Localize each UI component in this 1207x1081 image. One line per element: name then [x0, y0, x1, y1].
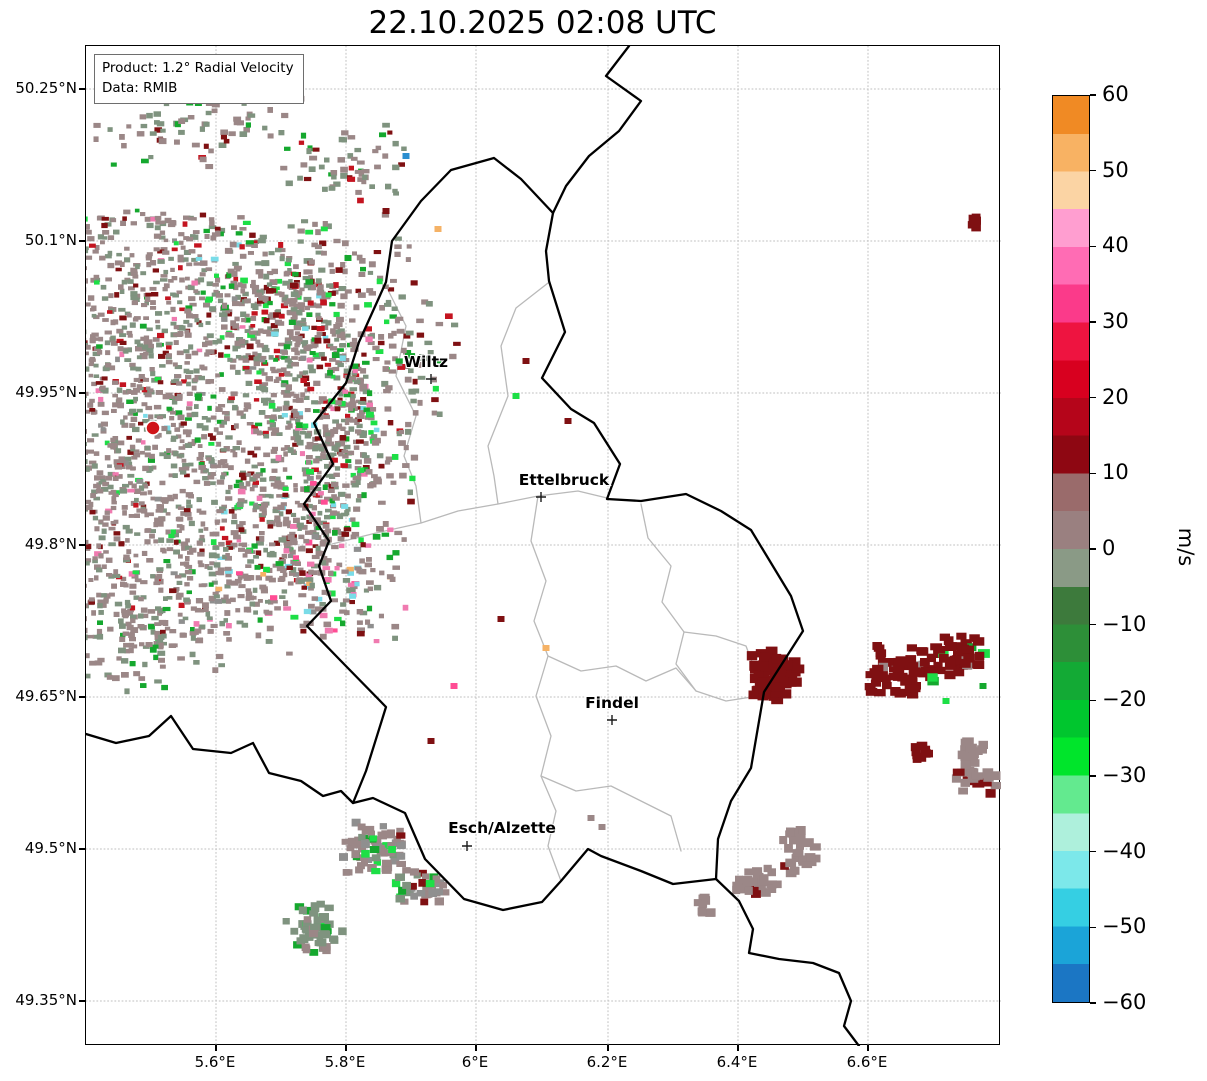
canton-borders — [331, 282, 762, 882]
colorbar-tick-label: 40 — [1102, 233, 1129, 258]
city-marker — [607, 715, 617, 725]
colorbar-tick-label: −30 — [1102, 763, 1147, 787]
y-tick-mark — [79, 1000, 85, 1002]
x-tick-mark — [867, 1045, 869, 1051]
city-marker — [536, 492, 546, 502]
city-label: Wiltz — [404, 353, 448, 371]
y-tick-label: 50.25°N — [15, 79, 77, 97]
radar-site-dot — [145, 420, 161, 436]
colorbar-unit-label: m/s — [1174, 527, 1198, 567]
x-tick-mark — [737, 1045, 739, 1051]
colorbar-tick-label: 0 — [1102, 536, 1116, 560]
colorbar-tick-label: 30 — [1102, 309, 1129, 333]
colorbar-tick-mark — [1090, 169, 1096, 172]
colorbar-tick-label: −10 — [1102, 611, 1147, 636]
y-tick-label: 49.95°N — [15, 383, 77, 401]
colorbar-tick-mark — [1090, 699, 1096, 702]
colorbar-tick-label: 60 — [1102, 82, 1129, 106]
x-tick-label: 5.6°E — [194, 1053, 236, 1071]
colorbar-tick-label: −40 — [1102, 838, 1147, 863]
colorbar-tick-mark — [1090, 623, 1096, 626]
colorbar-tick-label: 10 — [1102, 460, 1129, 485]
product-label: Product: 1.2° Radial Velocity — [102, 60, 294, 76]
y-tick-mark — [79, 848, 85, 850]
belgium-germany-border — [551, 46, 643, 215]
y-tick-mark — [79, 392, 85, 394]
y-tick-label: 49.5°N — [24, 839, 77, 857]
x-tick-label: 6.2°E — [586, 1053, 628, 1071]
x-tick-label: 5.8°E — [324, 1053, 366, 1071]
x-tick-label: 6.6°E — [846, 1053, 888, 1071]
y-tick-label: 49.8°N — [24, 535, 77, 553]
colorbar-tick-label: 50 — [1102, 157, 1129, 182]
y-tick-mark — [79, 544, 85, 546]
x-tick-mark — [475, 1045, 477, 1051]
colorbar-tick-mark — [1090, 775, 1096, 777]
colorbar-tick-mark — [1090, 245, 1096, 248]
belgium-france-border — [86, 714, 355, 805]
product-info-box: Product: 1.2° Radial Velocity Data: RMIB — [94, 54, 304, 104]
france-germany-border — [714, 877, 861, 1046]
x-tick-label: 6°E — [461, 1053, 489, 1071]
data-source-label: Data: RMIB — [102, 80, 178, 97]
radar-map-svg: Wiltz Ettelbruck Findel Esch/Alzette — [86, 46, 1001, 1046]
colorbar-tick-mark — [1090, 850, 1096, 853]
city-marker — [462, 841, 472, 851]
colorbar-tick-label: −60 — [1102, 990, 1147, 1014]
figure-title: 22.10.2025 02:08 UTC — [368, 5, 717, 41]
y-tick-mark — [79, 696, 85, 698]
colorbar-tick-mark — [1090, 472, 1096, 475]
city-markers: Wiltz Ettelbruck Findel Esch/Alzette — [403, 352, 640, 851]
colorbar-tick-label: −50 — [1102, 914, 1147, 939]
colorbar-tick-label: 20 — [1102, 384, 1129, 409]
colorbar-tick-mark — [1090, 321, 1096, 323]
luxembourg-border — [302, 156, 805, 912]
colorbar — [1052, 95, 1090, 1003]
y-tick-label: 49.65°N — [15, 687, 77, 705]
colorbar-tick-label: −20 — [1102, 687, 1147, 712]
y-tick-label: 50.1°N — [24, 231, 77, 249]
x-tick-mark — [345, 1045, 347, 1051]
colorbar-tick-mark — [1090, 396, 1096, 399]
y-tick-mark — [79, 88, 85, 90]
x-tick-mark — [607, 1045, 609, 1051]
city-label: Esch/Alzette — [448, 819, 556, 837]
colorbar-tick-mark — [1090, 548, 1096, 550]
city-label: Findel — [585, 694, 639, 712]
colorbar-tick-mark — [1090, 1002, 1096, 1004]
country-borders — [86, 46, 861, 1046]
y-tick-mark — [79, 240, 85, 242]
colorbar-tick-mark — [1090, 926, 1096, 929]
city-label: Ettelbruck — [519, 471, 610, 489]
y-tick-label: 49.35°N — [15, 991, 77, 1009]
x-tick-mark — [215, 1045, 217, 1051]
city-marker — [426, 374, 436, 384]
colorbar-tick-mark — [1090, 94, 1096, 96]
x-tick-label: 6.4°E — [716, 1053, 758, 1071]
map-plot-area: Product: 1.2° Radial Velocity Data: RMIB… — [85, 45, 1001, 1046]
